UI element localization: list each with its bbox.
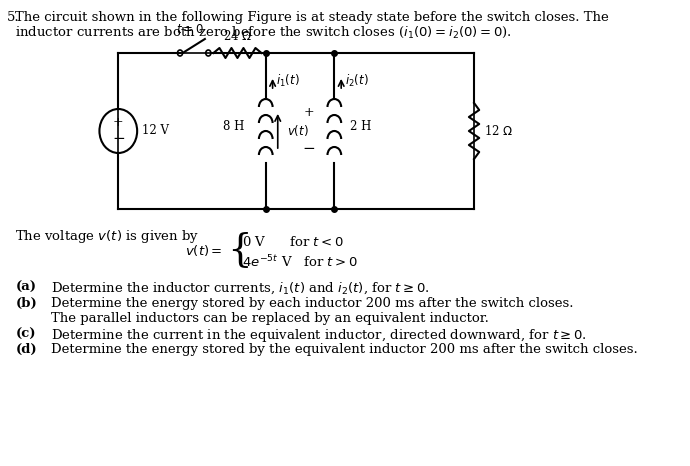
Bar bbox=[118, 53, 474, 209]
Text: The voltage $v(t)$ is given by: The voltage $v(t)$ is given by bbox=[15, 228, 200, 245]
Text: 24 $\Omega$: 24 $\Omega$ bbox=[223, 29, 252, 43]
Text: {: { bbox=[227, 233, 252, 269]
Text: The parallel inductors can be replaced by an equivalent inductor.: The parallel inductors can be replaced b… bbox=[52, 312, 489, 325]
Text: Determine the inductor currents, $i_1(t)$ and $i_2(t)$, for $t \geq 0$.: Determine the inductor currents, $i_1(t)… bbox=[52, 281, 431, 296]
Text: 5.: 5. bbox=[7, 11, 19, 24]
Text: (a): (a) bbox=[15, 281, 37, 294]
Text: 2 H: 2 H bbox=[350, 119, 371, 132]
Text: $i_1(t)$: $i_1(t)$ bbox=[276, 73, 299, 89]
Text: $v(t)$: $v(t)$ bbox=[288, 123, 309, 138]
Text: $t = 0$: $t = 0$ bbox=[177, 23, 204, 36]
Text: Determine the energy stored by the equivalent inductor 200 ms after the switch c: Determine the energy stored by the equiv… bbox=[52, 343, 638, 356]
Text: inductor currents are both zero before the switch closes ($i_1(0) = i_2(0) = 0$): inductor currents are both zero before t… bbox=[15, 25, 513, 40]
Text: +: + bbox=[304, 107, 314, 119]
Text: (b): (b) bbox=[15, 296, 37, 309]
Text: −: − bbox=[302, 142, 315, 156]
Text: Determine the energy stored by each inductor 200 ms after the switch closes.: Determine the energy stored by each indu… bbox=[52, 296, 574, 309]
Text: 12 V: 12 V bbox=[142, 124, 169, 137]
Text: 0 V      for $t < 0$: 0 V for $t < 0$ bbox=[241, 235, 344, 249]
Text: Determine the current in the equivalent inductor, directed downward, for $t \geq: Determine the current in the equivalent … bbox=[52, 328, 587, 344]
Text: The circuit shown in the following Figure is at steady state before the switch c: The circuit shown in the following Figur… bbox=[15, 11, 609, 24]
Text: (c): (c) bbox=[15, 328, 36, 341]
Text: 12 $\Omega$: 12 $\Omega$ bbox=[484, 124, 513, 138]
Text: +: + bbox=[113, 116, 124, 130]
Text: 8 H: 8 H bbox=[223, 119, 244, 132]
Text: $4e^{-5t}$ V   for $t > 0$: $4e^{-5t}$ V for $t > 0$ bbox=[241, 254, 357, 270]
Text: $v(t) =$: $v(t) =$ bbox=[186, 244, 223, 259]
Text: −: − bbox=[112, 132, 125, 146]
Text: $i_2(t)$: $i_2(t)$ bbox=[344, 73, 368, 89]
Text: (d): (d) bbox=[15, 343, 37, 356]
